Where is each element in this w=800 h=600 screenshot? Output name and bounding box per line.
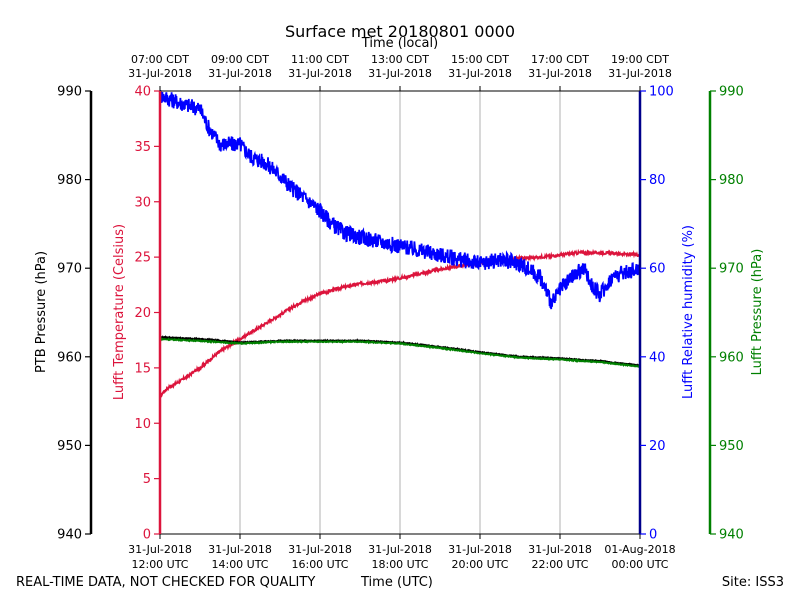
x-tick-label-local-time: 19:00 CDT — [611, 53, 669, 66]
lufft-pressure-tick-label: 990 — [719, 85, 744, 100]
humidity-tick-label: 20 — [649, 439, 666, 454]
series-layer — [159, 90, 641, 400]
lufft-pressure-tick-label: 960 — [719, 350, 744, 365]
x-tick-label-local-time: 13:00 CDT — [371, 53, 429, 66]
x-tick-label-utc-date: 31-Jul-2018 — [528, 543, 592, 556]
x-tick-label-local-date: 31-Jul-2018 — [448, 67, 512, 80]
x-tick-label-utc-time: 20:00 UTC — [451, 558, 508, 571]
temperature-tick-label: 35 — [134, 140, 151, 155]
series-lufft-pressure — [159, 337, 641, 368]
humidity-tick-label: 100 — [649, 85, 674, 100]
x-tick-label-utc-date: 31-Jul-2018 — [368, 543, 432, 556]
series-lufft-relative-humidity — [159, 90, 641, 310]
x-tick-label-utc-date: 31-Jul-2018 — [448, 543, 512, 556]
x-tick-label-local-date: 31-Jul-2018 — [608, 67, 672, 80]
ptb-pressure-tick-label: 940 — [57, 528, 82, 543]
chart-title: Surface met 20180801 0000 — [285, 22, 515, 41]
humidity-tick-label: 0 — [649, 528, 657, 543]
ptb-pressure-tick-label: 980 — [57, 173, 82, 188]
ptb-pressure-tick-label: 970 — [57, 262, 82, 277]
site-label: Site: ISS3 — [721, 575, 784, 590]
x-tick-label-utc-date: 31-Jul-2018 — [128, 543, 192, 556]
humidity-tick-label: 40 — [649, 350, 666, 365]
temperature-tick-label: 30 — [134, 195, 151, 210]
temperature-tick-label: 0 — [143, 528, 151, 543]
ptb-pressure-tick-label: 950 — [57, 439, 82, 454]
temperature-tick-label: 5 — [143, 472, 151, 487]
temperature-tick-label: 10 — [134, 417, 151, 432]
x-tick-label-utc-date: 01-Aug-2018 — [604, 543, 675, 556]
x-tick-label-utc-time: 12:00 UTC — [131, 558, 188, 571]
lufft-pressure-tick-label: 940 — [719, 528, 744, 543]
axes-layer: 940 950 960 970 980 990 0 5 10 15 20 25 30 35 40 0 20 40 6… — [57, 53, 744, 571]
x-tick-label-local-date: 31-Jul-2018 — [208, 67, 272, 80]
grid-lines — [239, 91, 561, 534]
x-tick-label-local-date: 31-Jul-2018 — [288, 67, 352, 80]
temperature-tick-label: 25 — [134, 251, 151, 266]
lufft-pressure-tick-label: 970 — [719, 262, 744, 277]
x-tick-label-utc-time: 18:00 UTC — [371, 558, 428, 571]
temperature-tick-label: 15 — [134, 361, 151, 376]
x-tick-label-local-date: 31-Jul-2018 — [368, 67, 432, 80]
temperature-tick-label: 20 — [134, 306, 151, 321]
humidity-axis-label: Lufft Relative humidity (%) — [681, 225, 696, 399]
x-tick-label-local-time: 11:00 CDT — [291, 53, 349, 66]
top-axis-label: Time (local) — [361, 36, 438, 51]
x-tick-label-utc-time: 14:00 UTC — [211, 558, 268, 571]
ptb-pressure-tick-label: 990 — [57, 85, 82, 100]
temperature-axis-label: Lufft Temperature (Celsius) — [112, 224, 127, 400]
x-tick-label-local-time: 15:00 CDT — [451, 53, 509, 66]
x-tick-label-utc-time: 00:00 UTC — [611, 558, 668, 571]
x-tick-label-utc-date: 31-Jul-2018 — [288, 543, 352, 556]
temperature-tick-label: 40 — [134, 85, 151, 100]
x-axis-label: Time (UTC) — [361, 575, 433, 590]
ptb-pressure-tick-label: 960 — [57, 350, 82, 365]
x-tick-label-local-time: 07:00 CDT — [131, 53, 189, 66]
x-tick-label-local-date: 31-Jul-2018 — [528, 67, 592, 80]
lufft-pressure-tick-label: 950 — [719, 439, 744, 454]
humidity-tick-label: 80 — [649, 173, 666, 188]
quality-disclaimer: REAL-TIME DATA, NOT CHECKED FOR QUALITY — [16, 575, 316, 590]
lufft-pressure-tick-label: 980 — [719, 173, 744, 188]
humidity-tick-label: 60 — [649, 262, 666, 277]
x-tick-label-utc-date: 31-Jul-2018 — [208, 543, 272, 556]
lufft-pressure-axis-label: Lufft Pressure (hPa) — [750, 249, 765, 376]
x-tick-label-local-date: 31-Jul-2018 — [128, 67, 192, 80]
x-tick-label-utc-time: 16:00 UTC — [291, 558, 348, 571]
ptb-pressure-axis-label: PTB Pressure (hPa) — [34, 251, 49, 373]
x-tick-label-utc-time: 22:00 UTC — [531, 558, 588, 571]
x-tick-label-local-time: 09:00 CDT — [211, 53, 269, 66]
x-tick-label-local-time: 17:00 CDT — [531, 53, 589, 66]
series-lufft-temperature — [159, 248, 641, 400]
